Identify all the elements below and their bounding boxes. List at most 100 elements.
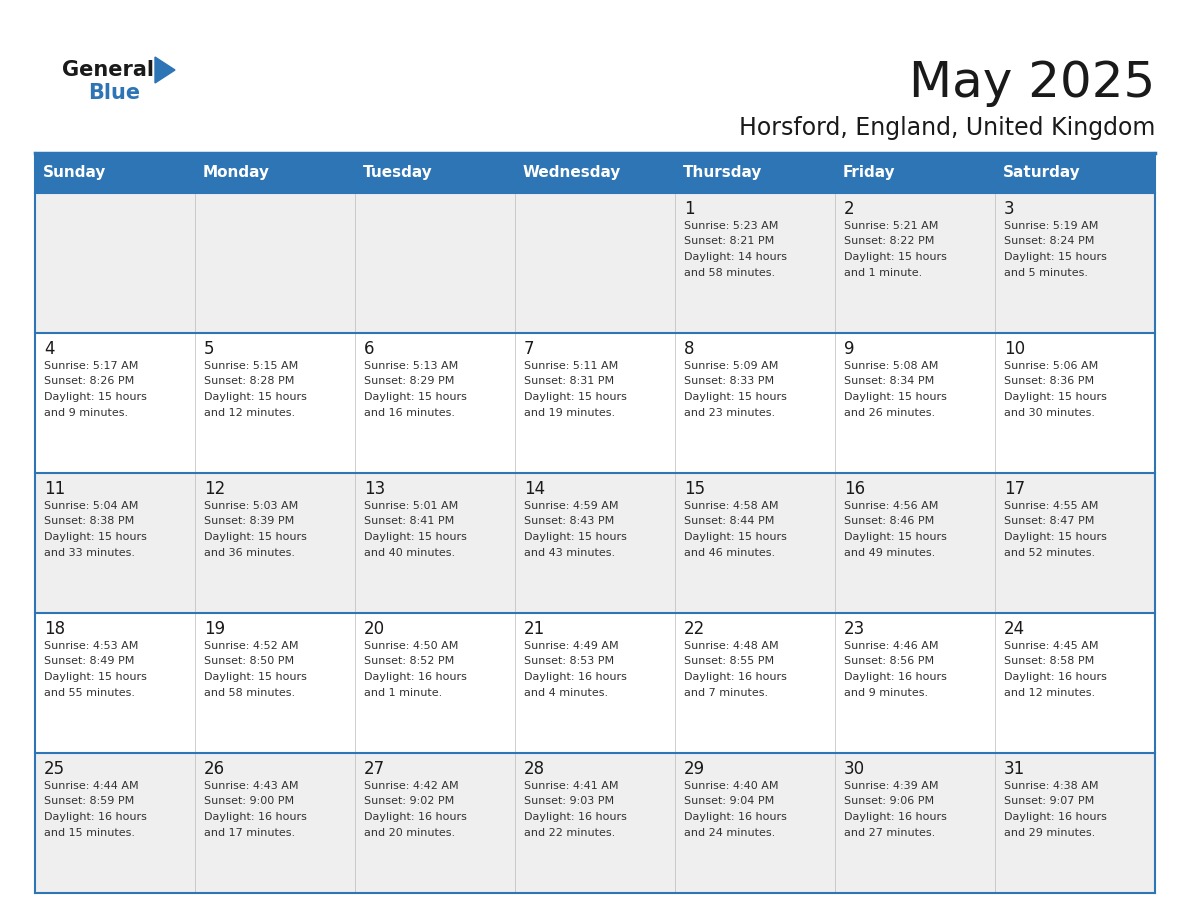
- Text: Daylight: 15 hours: Daylight: 15 hours: [524, 392, 627, 402]
- Text: Sunset: 8:44 PM: Sunset: 8:44 PM: [684, 517, 775, 527]
- Text: Sunrise: 5:17 AM: Sunrise: 5:17 AM: [44, 361, 138, 371]
- Text: and 20 minutes.: and 20 minutes.: [364, 827, 455, 837]
- Text: Sunset: 8:41 PM: Sunset: 8:41 PM: [364, 517, 454, 527]
- Bar: [34, 153, 195, 193]
- Text: Sunset: 8:33 PM: Sunset: 8:33 PM: [684, 376, 775, 386]
- Text: and 33 minutes.: and 33 minutes.: [44, 547, 135, 557]
- Text: 5: 5: [204, 340, 215, 358]
- Text: Daylight: 16 hours: Daylight: 16 hours: [364, 672, 467, 682]
- Text: and 5 minutes.: and 5 minutes.: [1004, 267, 1088, 277]
- Text: 16: 16: [843, 480, 865, 498]
- Text: and 16 minutes.: and 16 minutes.: [364, 408, 455, 418]
- Text: and 19 minutes.: and 19 minutes.: [524, 408, 615, 418]
- Text: General: General: [62, 60, 154, 80]
- Text: 24: 24: [1004, 620, 1025, 638]
- Text: Sunset: 8:36 PM: Sunset: 8:36 PM: [1004, 376, 1094, 386]
- Text: Sunrise: 5:04 AM: Sunrise: 5:04 AM: [44, 501, 138, 511]
- Text: and 24 minutes.: and 24 minutes.: [684, 827, 776, 837]
- Text: Sunrise: 5:23 AM: Sunrise: 5:23 AM: [684, 221, 778, 231]
- Text: and 30 minutes.: and 30 minutes.: [1004, 408, 1095, 418]
- Text: Sunrise: 5:13 AM: Sunrise: 5:13 AM: [364, 361, 459, 371]
- Text: Daylight: 15 hours: Daylight: 15 hours: [524, 532, 627, 542]
- Text: Sunrise: 4:46 AM: Sunrise: 4:46 AM: [843, 641, 939, 651]
- Text: Horsford, England, United Kingdom: Horsford, England, United Kingdom: [739, 116, 1155, 140]
- Text: 10: 10: [1004, 340, 1025, 358]
- Text: Sunset: 8:58 PM: Sunset: 8:58 PM: [1004, 656, 1094, 666]
- Text: and 58 minutes.: and 58 minutes.: [204, 688, 295, 698]
- Text: Sunrise: 4:48 AM: Sunrise: 4:48 AM: [684, 641, 778, 651]
- Text: 22: 22: [684, 620, 706, 638]
- Text: Daylight: 15 hours: Daylight: 15 hours: [364, 392, 467, 402]
- Text: 9: 9: [843, 340, 854, 358]
- Text: Sunrise: 4:49 AM: Sunrise: 4:49 AM: [524, 641, 619, 651]
- Text: Sunset: 8:59 PM: Sunset: 8:59 PM: [44, 797, 134, 807]
- Text: Sunset: 8:55 PM: Sunset: 8:55 PM: [684, 656, 775, 666]
- Text: 8: 8: [684, 340, 695, 358]
- Bar: [34, 193, 1155, 333]
- Text: Daylight: 15 hours: Daylight: 15 hours: [44, 392, 147, 402]
- Text: 21: 21: [524, 620, 545, 638]
- Text: 20: 20: [364, 620, 385, 638]
- Text: 17: 17: [1004, 480, 1025, 498]
- Text: Daylight: 15 hours: Daylight: 15 hours: [1004, 252, 1107, 262]
- Text: Wednesday: Wednesday: [523, 165, 621, 181]
- Text: Monday: Monday: [203, 165, 270, 181]
- Text: 25: 25: [44, 760, 65, 778]
- Text: Friday: Friday: [843, 165, 896, 181]
- Text: Daylight: 16 hours: Daylight: 16 hours: [44, 812, 147, 822]
- Text: Sunset: 9:06 PM: Sunset: 9:06 PM: [843, 797, 934, 807]
- Text: 11: 11: [44, 480, 65, 498]
- Text: and 12 minutes.: and 12 minutes.: [1004, 688, 1095, 698]
- Text: Daylight: 15 hours: Daylight: 15 hours: [204, 672, 307, 682]
- Text: Sunrise: 4:44 AM: Sunrise: 4:44 AM: [44, 781, 139, 791]
- Text: Daylight: 15 hours: Daylight: 15 hours: [684, 532, 786, 542]
- Text: Sunrise: 4:45 AM: Sunrise: 4:45 AM: [1004, 641, 1099, 651]
- Text: 4: 4: [44, 340, 55, 358]
- Text: and 22 minutes.: and 22 minutes.: [524, 827, 615, 837]
- Text: and 46 minutes.: and 46 minutes.: [684, 547, 775, 557]
- Text: Sunrise: 4:53 AM: Sunrise: 4:53 AM: [44, 641, 138, 651]
- Text: 3: 3: [1004, 200, 1015, 218]
- Text: and 43 minutes.: and 43 minutes.: [524, 547, 615, 557]
- Text: Sunset: 8:52 PM: Sunset: 8:52 PM: [364, 656, 454, 666]
- Text: and 58 minutes.: and 58 minutes.: [684, 267, 775, 277]
- Text: Sunrise: 5:01 AM: Sunrise: 5:01 AM: [364, 501, 459, 511]
- Text: Daylight: 16 hours: Daylight: 16 hours: [684, 672, 786, 682]
- Text: Daylight: 15 hours: Daylight: 15 hours: [843, 252, 947, 262]
- Text: and 27 minutes.: and 27 minutes.: [843, 827, 935, 837]
- Text: Daylight: 15 hours: Daylight: 15 hours: [684, 392, 786, 402]
- Bar: [996, 153, 1155, 193]
- Text: Sunset: 8:29 PM: Sunset: 8:29 PM: [364, 376, 454, 386]
- Text: 23: 23: [843, 620, 865, 638]
- Bar: [195, 153, 355, 193]
- Text: and 9 minutes.: and 9 minutes.: [843, 688, 928, 698]
- Text: Sunrise: 4:58 AM: Sunrise: 4:58 AM: [684, 501, 778, 511]
- Text: Sunset: 8:56 PM: Sunset: 8:56 PM: [843, 656, 934, 666]
- Text: Sunrise: 4:43 AM: Sunrise: 4:43 AM: [204, 781, 298, 791]
- Text: Sunrise: 5:15 AM: Sunrise: 5:15 AM: [204, 361, 298, 371]
- Text: Sunset: 8:22 PM: Sunset: 8:22 PM: [843, 237, 935, 247]
- Text: Sunset: 8:28 PM: Sunset: 8:28 PM: [204, 376, 295, 386]
- Bar: [34, 753, 1155, 893]
- Text: and 36 minutes.: and 36 minutes.: [204, 547, 295, 557]
- Text: Sunset: 8:21 PM: Sunset: 8:21 PM: [684, 237, 775, 247]
- Text: Daylight: 16 hours: Daylight: 16 hours: [524, 812, 627, 822]
- Text: Sunrise: 4:59 AM: Sunrise: 4:59 AM: [524, 501, 619, 511]
- Text: 29: 29: [684, 760, 706, 778]
- Text: Sunset: 8:43 PM: Sunset: 8:43 PM: [524, 517, 614, 527]
- Text: Daylight: 16 hours: Daylight: 16 hours: [1004, 672, 1107, 682]
- Text: Sunrise: 4:42 AM: Sunrise: 4:42 AM: [364, 781, 459, 791]
- Text: Sunset: 8:26 PM: Sunset: 8:26 PM: [44, 376, 134, 386]
- Text: 13: 13: [364, 480, 385, 498]
- Text: Sunset: 8:50 PM: Sunset: 8:50 PM: [204, 656, 295, 666]
- Text: Sunset: 8:53 PM: Sunset: 8:53 PM: [524, 656, 614, 666]
- Text: 27: 27: [364, 760, 385, 778]
- Text: Sunrise: 4:40 AM: Sunrise: 4:40 AM: [684, 781, 778, 791]
- Text: Sunset: 8:34 PM: Sunset: 8:34 PM: [843, 376, 934, 386]
- Text: 2: 2: [843, 200, 854, 218]
- Text: Sunset: 8:31 PM: Sunset: 8:31 PM: [524, 376, 614, 386]
- Text: Daylight: 16 hours: Daylight: 16 hours: [364, 812, 467, 822]
- Text: 26: 26: [204, 760, 225, 778]
- Text: Sunrise: 4:56 AM: Sunrise: 4:56 AM: [843, 501, 939, 511]
- Text: Daylight: 16 hours: Daylight: 16 hours: [843, 812, 947, 822]
